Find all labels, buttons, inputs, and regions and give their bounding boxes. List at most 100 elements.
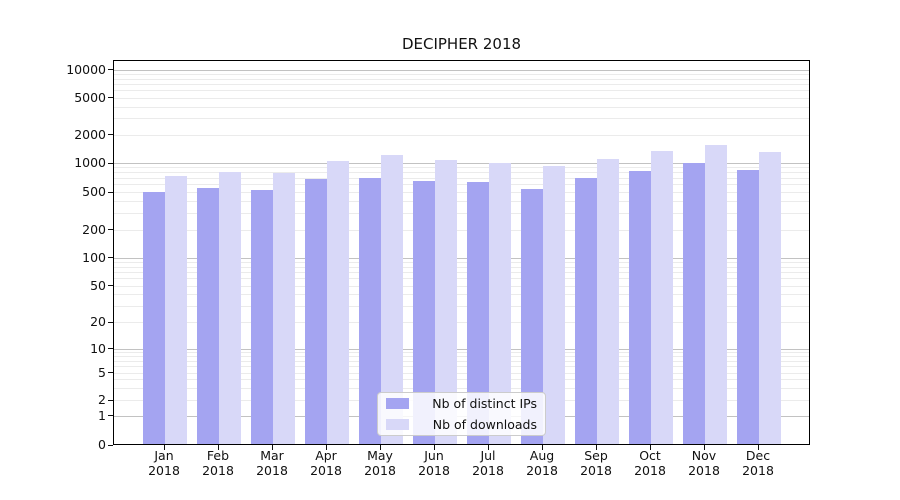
x-tick-sep: [595, 445, 597, 450]
gridline-minor-3: [114, 387, 809, 389]
gridline-minor-50: [114, 285, 809, 287]
gridline-minor-4000: [114, 106, 809, 108]
y-tick-10000: [108, 69, 113, 70]
gridline-minor-6: [114, 366, 809, 368]
x-tick-may: [379, 445, 381, 450]
bar-downloads-jan: [165, 176, 187, 444]
x-tick-label-may: May 2018: [348, 448, 412, 478]
gridline-minor-30: [114, 305, 809, 307]
bar-downloads-mar: [273, 173, 295, 444]
gridline-major-100: [114, 257, 809, 259]
y-tick-10: [108, 348, 113, 349]
y-tick-label-10000: 10000: [66, 61, 106, 77]
legend-label-downloads: Nb of downloads: [432, 417, 537, 432]
gridline-minor-800: [114, 172, 809, 174]
gridline-minor-6000: [114, 90, 809, 92]
y-tick-label-2000: 2000: [74, 126, 106, 142]
gridline-minor-8: [114, 356, 809, 358]
y-tick-200: [108, 229, 113, 230]
y-tick-label-50: 50: [90, 277, 106, 293]
x-tick-apr: [325, 445, 327, 450]
bar-distinct-ips-jul: [467, 182, 489, 444]
gridline-major-10: [114, 348, 809, 350]
gridline-minor-8000: [114, 78, 809, 80]
x-tick-jan: [163, 445, 165, 450]
gridline-minor-400: [114, 201, 809, 203]
x-tick-year-feb: 2018: [202, 462, 234, 478]
y-tick-500: [108, 191, 113, 193]
gridline-minor-5: [114, 372, 809, 374]
y-tick-50: [108, 285, 113, 286]
bar-distinct-ips-jun: [413, 181, 435, 444]
bar-downloads-dec: [759, 152, 781, 444]
x-tick-aug: [541, 445, 543, 450]
chart-title: DECIPHER 2018: [401, 35, 522, 53]
x-tick-label-sep: Sep 2018: [564, 448, 628, 478]
x-tick-label-jul: Jul 2018: [456, 448, 520, 478]
y-tick-5000: [108, 97, 113, 98]
plot-area: [113, 60, 810, 445]
gridline-minor-80: [114, 266, 809, 268]
bar-distinct-ips-nov: [683, 163, 705, 444]
gridline-major-10000: [114, 69, 809, 71]
bar-distinct-ips-oct: [629, 170, 651, 444]
y-tick-label-500: 500: [82, 184, 106, 199]
gridline-minor-90: [114, 261, 809, 263]
x-tick-dec: [757, 445, 759, 450]
x-tick-oct: [649, 445, 651, 450]
gridline-major-1000: [114, 163, 809, 164]
x-tick-nov: [703, 445, 705, 450]
x-tick-year-aug: 2018: [526, 462, 558, 478]
gridline-minor-5000: [114, 97, 809, 99]
y-tick-5: [108, 372, 113, 373]
x-tick-month-mar: Mar: [260, 448, 284, 463]
y-tick-label-5: 5: [98, 364, 106, 380]
bar-downloads-oct: [651, 150, 673, 444]
legend-label-distinct-ips: Nb of distinct IPs: [432, 396, 537, 411]
gridline-minor-7: [114, 360, 809, 362]
bar-downloads-nov: [705, 144, 727, 444]
gridline-minor-60: [114, 278, 809, 280]
x-tick-label-mar: Mar 2018: [240, 448, 304, 478]
gridline-minor-3000: [114, 118, 809, 120]
legend: Nb of distinct IPs Nb of downloads: [377, 392, 546, 436]
x-tick-month-aug: Aug: [529, 448, 555, 463]
legend-swatch-downloads: [386, 419, 409, 430]
x-tick-year-sep: 2018: [580, 462, 612, 478]
gridline-minor-40: [114, 294, 809, 296]
x-tick-year-oct: 2018: [634, 462, 666, 478]
bar-downloads-feb: [219, 171, 241, 444]
x-tick-jun: [433, 445, 435, 450]
gridline-minor-900: [114, 167, 809, 169]
bar-distinct-ips-aug: [521, 188, 543, 444]
x-tick-month-dec: Dec: [745, 448, 771, 463]
bar-downloads-jul: [489, 163, 511, 444]
x-tick-month-sep: Sep: [584, 448, 608, 463]
x-tick-year-jul: 2018: [472, 462, 504, 478]
x-tick-month-apr: Apr: [315, 448, 337, 463]
gridline-minor-200: [114, 229, 809, 231]
gridline-minor-7000: [114, 83, 809, 85]
legend-row-distinct-ips: Nb of distinct IPs: [386, 396, 537, 411]
y-tick-2000: [108, 134, 113, 135]
x-tick-year-jun: 2018: [418, 462, 450, 478]
gridline-minor-2000: [114, 134, 809, 136]
y-tick-label-0: 0: [98, 437, 106, 452]
y-tick-label-5000: 5000: [74, 89, 106, 105]
bar-distinct-ips-mar: [251, 189, 273, 444]
bar-distinct-ips-may: [359, 177, 381, 444]
x-tick-month-jul: Jul: [480, 448, 496, 463]
x-tick-label-feb: Feb 2018: [186, 448, 250, 478]
x-tick-mar: [271, 445, 273, 450]
bar-downloads-may: [381, 154, 403, 444]
x-tick-year-may: 2018: [364, 462, 396, 478]
x-tick-label-oct: Oct 2018: [618, 448, 682, 478]
y-tick-label-200: 200: [82, 221, 106, 237]
x-tick-label-nov: Nov 2018: [672, 448, 736, 478]
x-tick-year-jan: 2018: [148, 462, 180, 478]
bar-distinct-ips-dec: [737, 169, 759, 444]
x-tick-label-dec: Dec 2018: [726, 448, 790, 478]
y-tick-0: [108, 444, 113, 446]
legend-row-downloads: Nb of downloads: [386, 417, 537, 432]
gridline-minor-4: [114, 379, 809, 381]
